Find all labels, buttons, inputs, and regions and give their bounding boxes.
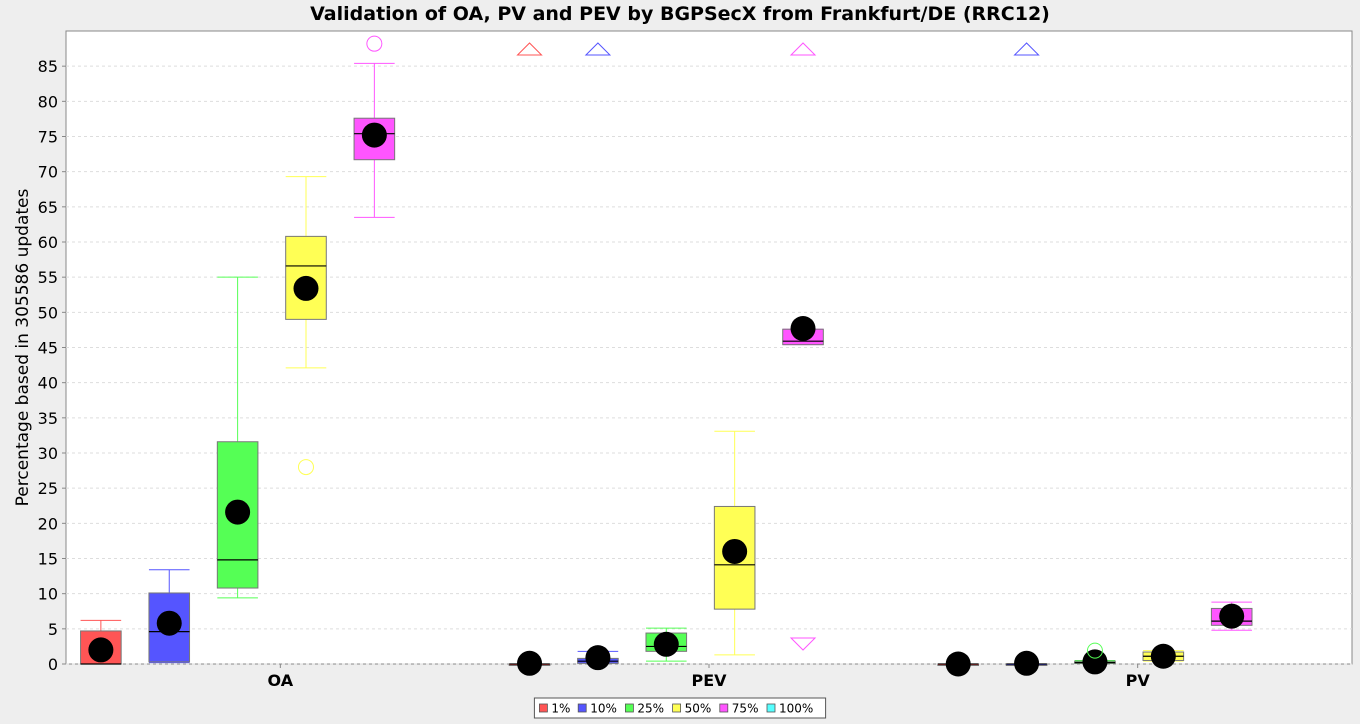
legend-swatch	[577, 703, 587, 713]
mean-marker	[156, 610, 182, 636]
box-1%-OA	[80, 619, 122, 665]
mean-marker	[517, 650, 543, 676]
legend-swatch	[766, 703, 776, 713]
mean-marker	[790, 316, 816, 342]
mean-marker	[1150, 643, 1176, 669]
y-tick-label: 5	[48, 620, 58, 639]
legend-label: 100%	[779, 702, 813, 716]
box-10%-PEV	[577, 42, 619, 671]
outlier-marker	[366, 35, 383, 52]
y-tick-label: 75	[38, 128, 58, 147]
mean-marker	[653, 631, 679, 657]
legend-label: 10%	[590, 702, 617, 716]
y-axis-label: Percentage based in 305586 updates	[13, 189, 33, 507]
legend-swatch	[625, 703, 634, 713]
box-50%-PEV	[713, 430, 756, 656]
box-25%-PV	[1074, 642, 1116, 675]
y-tick-label: 50	[38, 303, 58, 322]
y-tick-label: 85	[38, 57, 58, 76]
mean-marker	[361, 122, 387, 148]
legend: 1% 10% 25% 50% 75% 100%	[533, 697, 827, 719]
y-tick-label: 55	[38, 268, 58, 287]
x-tick-label: OA	[268, 671, 294, 690]
y-tick-label: 60	[38, 233, 58, 252]
box-50%-PV	[1142, 643, 1185, 669]
y-tick-label: 25	[38, 479, 58, 498]
y-tick-label: 15	[38, 550, 58, 569]
y-tick-label: 0	[48, 655, 58, 674]
y-tick-label: 35	[38, 409, 58, 428]
legend-swatch	[539, 703, 548, 713]
far-out-up-marker	[1013, 42, 1040, 56]
mean-marker	[1219, 603, 1245, 629]
y-tick-label: 65	[38, 198, 58, 217]
legend-label: 75%	[732, 702, 759, 716]
mean-marker	[293, 275, 319, 301]
legend-swatch	[672, 703, 681, 713]
y-tick-label: 40	[38, 374, 58, 393]
mean-marker	[1082, 649, 1108, 675]
mean-marker	[585, 645, 611, 671]
box-10%-OA	[148, 569, 191, 664]
legend-label: 50%	[685, 702, 712, 716]
box-50%-OA	[285, 176, 327, 476]
mean-marker	[1014, 650, 1040, 676]
box-75%-PEV	[782, 42, 824, 651]
outlier-marker	[297, 459, 314, 476]
y-tick-label: 30	[38, 444, 58, 463]
far-out-up-marker	[584, 42, 612, 56]
x-tick-label: PEV	[691, 671, 727, 690]
iqr-box	[713, 505, 756, 610]
y-tick-label: 70	[38, 163, 58, 182]
y-tick-label: 20	[38, 514, 58, 533]
mean-marker	[722, 538, 748, 564]
mean-marker	[88, 637, 114, 663]
box-75%-PV	[1210, 601, 1253, 631]
y-tick-label: 45	[38, 339, 58, 358]
box-1%-PV	[937, 651, 980, 677]
box-25%-OA	[216, 276, 259, 599]
y-tick-label: 10	[38, 585, 58, 604]
x-tick-label: PV	[1126, 671, 1151, 690]
far-out-up-marker	[516, 42, 543, 56]
legend-swatch	[719, 703, 729, 713]
box-25%-PEV	[645, 627, 688, 662]
mean-marker	[225, 499, 251, 525]
chart-title: Validation of OA, PV and PEV by BGPSecX …	[310, 3, 1050, 25]
box-75%-OA	[353, 35, 396, 218]
box-10%-PV	[1005, 42, 1048, 676]
mean-marker	[945, 651, 971, 677]
y-tick-label: 80	[38, 92, 58, 111]
box-1%-PEV	[508, 42, 551, 676]
outlier-marker	[1086, 642, 1103, 659]
legend-label: 25%	[637, 702, 664, 716]
far-out-up-marker	[789, 42, 817, 56]
far-out-down-marker	[789, 637, 817, 651]
legend-label: 1%	[551, 702, 570, 716]
